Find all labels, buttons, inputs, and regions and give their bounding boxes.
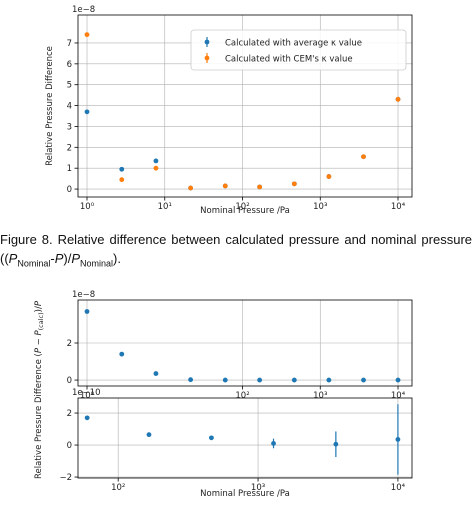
y-tick-label: −2 — [59, 473, 72, 483]
y-tick-label: 3 — [67, 122, 72, 132]
axes-frame — [77, 14, 413, 198]
point — [361, 154, 366, 160]
point — [84, 32, 90, 38]
point — [257, 184, 263, 190]
caption-part: Nominal — [17, 258, 51, 269]
label-part: Relative Pressure Difference ( — [34, 353, 44, 479]
x-tick-label: 10⁰ — [80, 202, 95, 212]
y-tick-label: 2 — [67, 339, 72, 349]
x-tick-label: 10² — [111, 483, 125, 493]
legend-label: Calculated with CEM's κ value — [225, 55, 353, 65]
legend-box — [190, 29, 407, 71]
point — [119, 166, 125, 172]
caption-part: P — [54, 251, 64, 266]
label-part: P — [34, 347, 44, 353]
x-axis-label: Nominal Pressure /Pa — [200, 206, 290, 216]
y-tick-label: 2 — [67, 409, 72, 419]
point — [271, 441, 276, 446]
x-tick-label: 10⁰ — [80, 391, 95, 401]
caption-part: P — [8, 251, 18, 266]
point — [153, 165, 159, 171]
y-multiplier: 1e−8 — [72, 5, 95, 15]
point — [326, 377, 332, 383]
caption-part: ). — [113, 251, 121, 266]
shared-y-label: Relative Pressure Difference (P − P(calc… — [34, 300, 45, 479]
y-multiplier: 1e−8 — [72, 290, 95, 300]
y-tick-label: 4 — [67, 102, 72, 112]
x-tick-label: 10¹ — [158, 202, 172, 212]
point — [153, 158, 159, 164]
y-tick-label: 0 — [67, 376, 72, 386]
x-tick-label: 10⁴ — [391, 202, 406, 212]
point — [209, 435, 214, 441]
point — [291, 181, 297, 187]
point — [361, 377, 366, 383]
x-tick-label: 10² — [235, 391, 249, 401]
y-axis-label: Relative Pressure Difference — [45, 46, 55, 166]
label-part: (calc) — [37, 312, 45, 330]
axes-frame — [77, 397, 413, 479]
x-axis-label: Nominal Pressure /Pa — [200, 489, 290, 499]
point — [222, 183, 228, 189]
x-tick-label: 10³ — [313, 391, 327, 401]
legend-label: Calculated with average κ value — [225, 39, 362, 49]
point — [153, 371, 159, 376]
caption-part: )/ — [63, 251, 72, 266]
point — [119, 177, 125, 183]
point — [333, 441, 339, 447]
point — [326, 174, 332, 179]
caption: Figure 8. Relative difference between ca… — [0, 230, 472, 274]
label-part: − — [34, 335, 44, 348]
y-tick-label: 7 — [67, 39, 72, 49]
y-tick-label: 0 — [67, 441, 72, 451]
point — [146, 432, 152, 438]
x-tick-label: 10⁴ — [391, 391, 406, 401]
label-part: P — [34, 329, 44, 335]
point — [222, 377, 228, 383]
point — [188, 185, 194, 191]
point — [84, 309, 90, 314]
point — [257, 377, 263, 383]
label-part: )/ — [34, 306, 44, 312]
legend-swatch — [204, 55, 210, 61]
y-tick-label: 5 — [67, 81, 72, 91]
legend-swatch — [204, 39, 210, 45]
x-tick-label: 10³ — [313, 202, 327, 212]
caption-part: P — [71, 251, 80, 266]
caption-part: - — [50, 251, 55, 266]
point — [188, 377, 194, 383]
point — [84, 415, 90, 421]
label-part: P — [34, 300, 44, 306]
y-tick-label: 6 — [67, 60, 72, 70]
x-tick-label: 10³ — [251, 483, 265, 493]
caption-part: Nominal — [80, 258, 114, 269]
point — [395, 377, 401, 383]
point — [119, 351, 125, 357]
x-tick-label: 10⁴ — [391, 483, 406, 493]
caption-part: Figure 8. Relative difference between ca… — [0, 232, 472, 266]
point — [395, 437, 401, 442]
y-tick-label: 2 — [67, 143, 72, 153]
axes-frame — [77, 299, 413, 387]
y-tick-label: 0 — [67, 185, 72, 195]
point — [291, 377, 297, 383]
point — [84, 109, 90, 115]
x-tick-label: 10² — [235, 202, 249, 212]
point — [395, 96, 401, 102]
y-multiplier: 1e−10 — [72, 388, 101, 398]
y-tick-label: 1 — [67, 164, 72, 174]
